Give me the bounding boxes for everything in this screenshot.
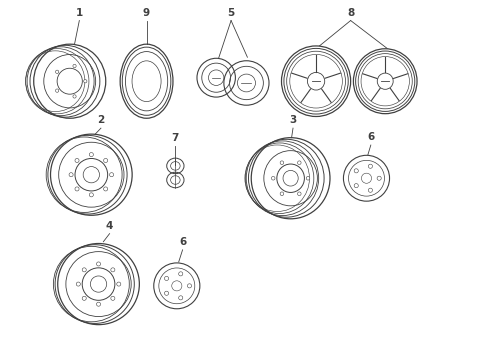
Ellipse shape <box>354 169 358 173</box>
Text: 2: 2 <box>98 115 104 125</box>
Ellipse shape <box>179 272 183 276</box>
Text: 6: 6 <box>367 132 374 142</box>
Ellipse shape <box>368 188 372 192</box>
Ellipse shape <box>354 184 358 188</box>
Text: 5: 5 <box>227 8 235 18</box>
Ellipse shape <box>280 192 284 195</box>
Ellipse shape <box>297 192 301 195</box>
Ellipse shape <box>117 282 121 286</box>
Ellipse shape <box>84 80 87 83</box>
Text: 3: 3 <box>290 115 296 125</box>
Ellipse shape <box>89 193 94 197</box>
Ellipse shape <box>111 296 115 300</box>
Ellipse shape <box>89 153 94 157</box>
Ellipse shape <box>110 173 114 177</box>
Text: 9: 9 <box>143 8 150 18</box>
Text: 6: 6 <box>179 237 186 247</box>
Text: 7: 7 <box>172 133 179 143</box>
Ellipse shape <box>73 64 76 68</box>
Ellipse shape <box>306 176 310 180</box>
Ellipse shape <box>97 262 100 266</box>
Ellipse shape <box>271 176 275 180</box>
Ellipse shape <box>103 158 108 162</box>
Ellipse shape <box>165 291 169 295</box>
Ellipse shape <box>103 187 108 191</box>
Ellipse shape <box>76 282 80 286</box>
Ellipse shape <box>69 173 73 177</box>
Ellipse shape <box>55 70 59 73</box>
Text: 1: 1 <box>76 8 83 18</box>
Text: 4: 4 <box>106 221 113 231</box>
Ellipse shape <box>55 89 59 92</box>
Ellipse shape <box>179 296 183 300</box>
Ellipse shape <box>111 268 115 272</box>
Text: 8: 8 <box>347 8 354 18</box>
Ellipse shape <box>75 187 79 191</box>
Ellipse shape <box>97 302 100 306</box>
Ellipse shape <box>377 176 381 180</box>
Ellipse shape <box>75 158 79 162</box>
Ellipse shape <box>368 164 372 168</box>
Ellipse shape <box>297 161 301 165</box>
Ellipse shape <box>165 276 169 280</box>
Ellipse shape <box>73 95 76 98</box>
Ellipse shape <box>82 296 86 300</box>
Ellipse shape <box>187 284 192 288</box>
Ellipse shape <box>280 161 284 165</box>
Ellipse shape <box>82 268 86 272</box>
